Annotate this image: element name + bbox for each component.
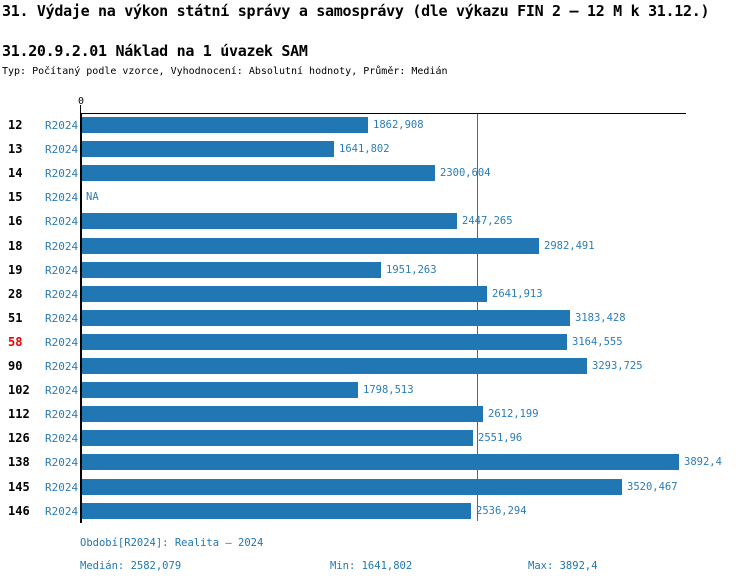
row-period-label: R2024 bbox=[45, 119, 79, 132]
row-category-label: 102 bbox=[8, 383, 30, 397]
bar-row: 16 R2024 2447,265 bbox=[0, 213, 750, 229]
footer-period: Období[R2024]: Realita – 2024 bbox=[80, 537, 264, 549]
bar bbox=[82, 334, 567, 350]
bar-row: 90 R2024 3293,725 bbox=[0, 358, 750, 374]
bar bbox=[82, 479, 622, 495]
bar-value-label: 2551,96 bbox=[478, 432, 523, 444]
bar bbox=[82, 238, 539, 254]
row-period-label: R2024 bbox=[45, 360, 79, 373]
bar-value-label: 2447,265 bbox=[462, 215, 513, 227]
row-period-label: R2024 bbox=[45, 384, 79, 397]
row-category-label: 19 bbox=[8, 263, 23, 277]
bar-row: 126 R2024 2551,96 bbox=[0, 430, 750, 446]
bar-row: 145 R2024 3520,467 bbox=[0, 479, 750, 495]
bar-row: 19 R2024 1951,263 bbox=[0, 262, 750, 278]
bar bbox=[82, 286, 487, 302]
row-period-label: R2024 bbox=[45, 191, 79, 204]
bar-row: 58 R2024 3164,555 bbox=[0, 334, 750, 350]
bar bbox=[82, 141, 334, 157]
row-category-label: 28 bbox=[8, 287, 23, 301]
bar-value-label: 3892,4 bbox=[684, 456, 722, 468]
bar-row: 14 R2024 2300,604 bbox=[0, 165, 750, 181]
row-category-label: 14 bbox=[8, 166, 23, 180]
page-title: 31. Výdaje na výkon státní správy a samo… bbox=[2, 2, 710, 20]
axis-zero-label: 0 bbox=[77, 96, 85, 107]
indicator-subtitle: 31.20.9.2.01 Náklad na 1 úvazek SAM bbox=[2, 42, 308, 60]
footer-median: Medián: 2582,079 bbox=[80, 560, 182, 572]
bar bbox=[82, 358, 587, 374]
bar-value-label: 2612,199 bbox=[488, 408, 539, 420]
row-category-label: 12 bbox=[8, 118, 23, 132]
bar bbox=[82, 262, 381, 278]
bar-value-label: 1798,513 bbox=[363, 384, 414, 396]
bar-value-label: 3183,428 bbox=[575, 312, 626, 324]
bar-value-label: 1862,908 bbox=[373, 119, 424, 131]
row-period-label: R2024 bbox=[45, 288, 79, 301]
row-category-label: 126 bbox=[8, 431, 30, 445]
row-category-label: 146 bbox=[8, 504, 30, 518]
bar-value-label: 3520,467 bbox=[627, 481, 678, 493]
bar-value-label: 3164,555 bbox=[572, 336, 623, 348]
x-axis-top-line bbox=[80, 113, 686, 114]
row-period-label: R2024 bbox=[45, 312, 79, 325]
row-period-label: R2024 bbox=[45, 432, 79, 445]
row-period-label: R2024 bbox=[45, 143, 79, 156]
axis-zero-tick bbox=[80, 105, 81, 113]
bar-row: 12 R2024 1862,908 bbox=[0, 117, 750, 133]
row-category-label: 138 bbox=[8, 455, 30, 469]
footer-min: Min: 1641,802 bbox=[330, 560, 413, 572]
bar bbox=[82, 117, 368, 133]
row-category-label: 112 bbox=[8, 407, 30, 421]
y-axis-line bbox=[80, 113, 82, 523]
row-category-label: 16 bbox=[8, 214, 23, 228]
bar bbox=[82, 213, 457, 229]
row-period-label: R2024 bbox=[45, 456, 79, 469]
bar-value-label: 3293,725 bbox=[592, 360, 643, 372]
footer-max: Max: 3892,4 bbox=[528, 560, 598, 572]
row-category-label: 51 bbox=[8, 311, 23, 325]
bar-row: 18 R2024 2982,491 bbox=[0, 238, 750, 254]
row-period-label: R2024 bbox=[45, 240, 79, 253]
bar-row: 112 R2024 2612,199 bbox=[0, 406, 750, 422]
bar-row: 28 R2024 2641,913 bbox=[0, 286, 750, 302]
bar-row: 102 R2024 1798,513 bbox=[0, 382, 750, 398]
row-period-label: R2024 bbox=[45, 215, 79, 228]
bar bbox=[82, 310, 570, 326]
bar bbox=[82, 430, 473, 446]
bar-row: 15 R2024 NA bbox=[0, 189, 750, 205]
row-category-label: 145 bbox=[8, 480, 30, 494]
bar-row: 13 R2024 1641,802 bbox=[0, 141, 750, 157]
row-period-label: R2024 bbox=[45, 408, 79, 421]
bar-value-label: 2536,294 bbox=[476, 505, 527, 517]
bar-value-label: 2641,913 bbox=[492, 288, 543, 300]
bar bbox=[82, 503, 471, 519]
row-period-label: R2024 bbox=[45, 505, 79, 518]
row-period-label: R2024 bbox=[45, 167, 79, 180]
bar-value-label: 1951,263 bbox=[386, 264, 437, 276]
row-period-label: R2024 bbox=[45, 481, 79, 494]
bar bbox=[82, 454, 679, 470]
bar-value-label: 2982,491 bbox=[544, 240, 595, 252]
bar-value-label: 1641,802 bbox=[339, 143, 390, 155]
row-category-label: 58 bbox=[8, 335, 23, 349]
bar-row: 146 R2024 2536,294 bbox=[0, 503, 750, 519]
bar bbox=[82, 382, 358, 398]
bar-row: 138 R2024 3892,4 bbox=[0, 454, 750, 470]
row-category-label: 13 bbox=[8, 142, 23, 156]
row-category-label: 18 bbox=[8, 239, 23, 253]
row-category-label: 15 bbox=[8, 190, 23, 204]
bar-value-label: 2300,604 bbox=[440, 167, 491, 179]
row-category-label: 90 bbox=[8, 359, 23, 373]
row-period-label: R2024 bbox=[45, 336, 79, 349]
bar-row: 51 R2024 3183,428 bbox=[0, 310, 750, 326]
bar bbox=[82, 406, 483, 422]
bar-value-label: NA bbox=[86, 191, 99, 203]
bar bbox=[82, 165, 435, 181]
row-period-label: R2024 bbox=[45, 264, 79, 277]
chart-meta-line: Typ: Počítaný podle vzorce, Vyhodnocení:… bbox=[2, 66, 448, 77]
